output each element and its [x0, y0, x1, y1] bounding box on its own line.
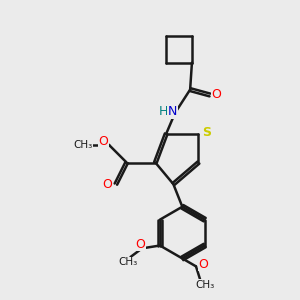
Text: O: O [212, 88, 221, 101]
Text: CH₃: CH₃ [119, 257, 138, 267]
Text: S: S [202, 125, 211, 139]
Text: O: O [135, 238, 145, 250]
Text: N: N [168, 105, 177, 118]
Text: O: O [198, 258, 208, 271]
Text: CH₃: CH₃ [196, 280, 215, 290]
Text: O: O [99, 134, 109, 148]
Text: CH₃: CH₃ [73, 140, 92, 150]
Text: H: H [158, 105, 168, 118]
Text: O: O [102, 178, 112, 190]
